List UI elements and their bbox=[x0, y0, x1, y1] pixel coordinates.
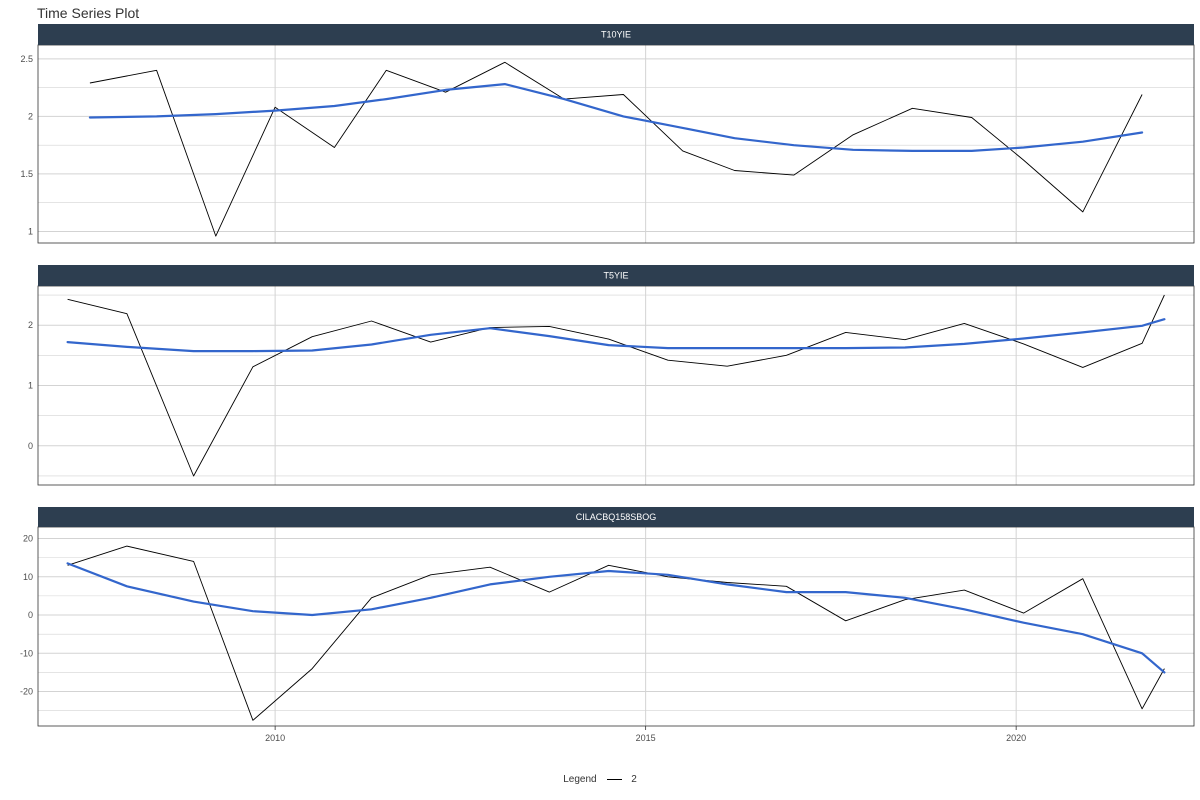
facet-strip-label: CILACBQ158SBOG bbox=[576, 512, 657, 522]
legend-key-line bbox=[607, 779, 623, 780]
y-tick-label: 10 bbox=[23, 572, 33, 582]
x-tick-label: 2020 bbox=[1006, 733, 1026, 743]
legend: Legend 2 bbox=[0, 774, 1200, 785]
x-tick-label: 2010 bbox=[265, 733, 285, 743]
y-tick-label: 0 bbox=[28, 441, 33, 451]
chart-title: Time Series Plot bbox=[37, 5, 140, 21]
panel-border bbox=[37, 44, 1195, 244]
y-tick-label: 2.5 bbox=[20, 54, 33, 64]
y-tick-label: 20 bbox=[23, 533, 33, 543]
y-tick-label: -10 bbox=[20, 648, 33, 658]
facet-strip bbox=[38, 265, 1194, 286]
x-tick-label: 2015 bbox=[636, 733, 656, 743]
y-tick-label: 0 bbox=[28, 610, 33, 620]
facet-strip-label: T10YIE bbox=[601, 30, 631, 40]
smoothed-trend-line bbox=[66, 318, 1166, 353]
y-tick-label: 1 bbox=[28, 226, 33, 236]
smoothed-trend-line bbox=[66, 562, 1166, 674]
facet-strip-label: T5YIE bbox=[603, 271, 628, 281]
y-tick-label: 1.5 bbox=[20, 169, 33, 179]
y-tick-label: 1 bbox=[28, 381, 33, 391]
legend-entry-label: 2 bbox=[631, 774, 637, 785]
raw-series-line bbox=[67, 545, 1165, 721]
y-tick-label: -20 bbox=[20, 687, 33, 697]
facet-strip bbox=[38, 24, 1194, 45]
legend-title: Legend bbox=[563, 774, 597, 785]
facet-strip bbox=[38, 507, 1194, 527]
raw-series-line bbox=[89, 61, 1143, 237]
faceted-line-chart: 1 1.5 2 2.5 T10YIE 0 1 2 T5YIE -20 -10 0 10 20 CILACBQ… bbox=[20, 24, 1195, 743]
y-tick-label: 2 bbox=[28, 111, 33, 121]
smoothed-trend-line bbox=[88, 82, 1144, 152]
panel-border bbox=[37, 526, 1195, 727]
y-tick-label: 2 bbox=[28, 320, 33, 330]
